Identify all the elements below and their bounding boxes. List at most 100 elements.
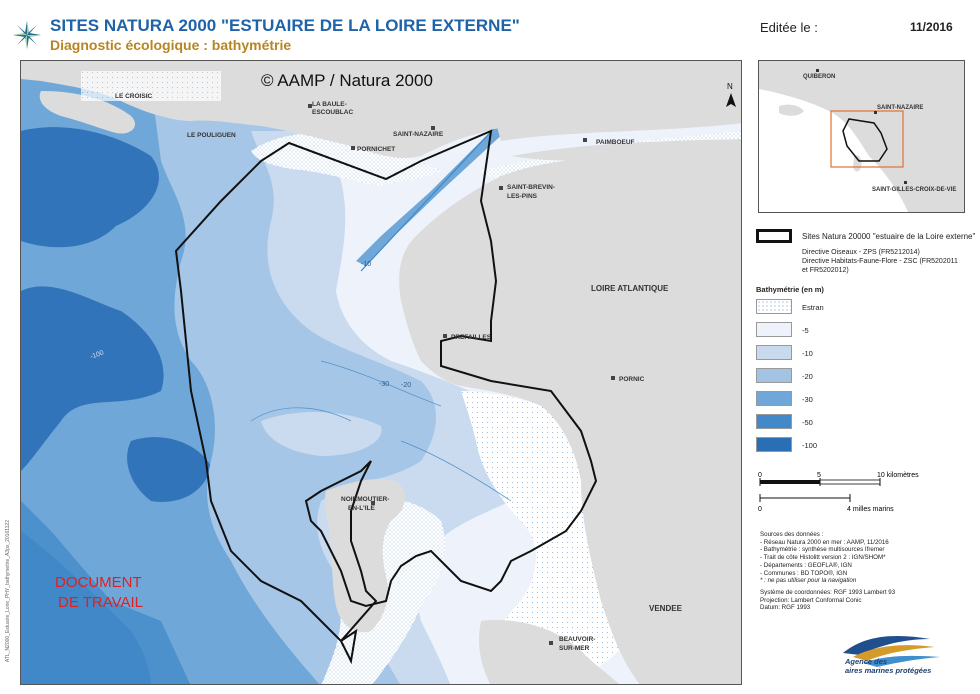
marker-pornic — [611, 376, 615, 380]
bathy-swatch — [756, 437, 792, 452]
navigation-channel — [356, 123, 506, 266]
sources-title: Sources des données : — [760, 531, 824, 538]
sea-100-strip — [51, 343, 121, 375]
label-vendee: VENDEE — [649, 604, 683, 613]
label-pornic: PORNIC — [619, 376, 645, 383]
marker-saint-brevin — [499, 186, 503, 190]
scale-bar: 0 5 10 kilomètres 0 4 milles marins — [756, 470, 966, 520]
compass-rose-icon — [13, 21, 41, 49]
logo-line-1: Agence des — [845, 657, 888, 666]
label-saint-nazaire: SAINT-NAZAIRE — [393, 131, 444, 138]
logo-line-2: aires marines protégées — [845, 666, 932, 675]
bathy-swatch — [756, 391, 792, 406]
label-saint-brevin-1: SAINT-BREVIN- — [507, 184, 555, 191]
aamp-logo — [843, 635, 940, 667]
sources-line: - Départements : GEOFLA®, IGN — [760, 561, 852, 569]
bathy-swatch — [756, 414, 792, 429]
logo-text: Agence des aires marines protégées — [845, 657, 931, 675]
land-estuary-rive-sud — [511, 139, 741, 171]
bathy-label: -50 — [802, 418, 813, 427]
marker-la-baule — [308, 104, 312, 108]
label-pornichet: PORNICHET — [357, 146, 395, 153]
label-beauvoir-2: SUR-MER — [559, 645, 590, 652]
work-stamp-line1: DOCUMENT — [55, 574, 142, 591]
bathy-label: -5 — [802, 326, 809, 335]
legend-natura-label: Sites Natura 20000 "estuaire de la Loire… — [802, 232, 976, 241]
coord-system-line: Datum: RGF 1993 — [760, 604, 811, 612]
bathy-class-row: -30 — [756, 391, 971, 407]
depth-label-20: -20 — [401, 382, 411, 389]
bathy-swatch — [756, 345, 792, 360]
channel-line — [360, 120, 502, 272]
north-arrow-icon: N — [726, 82, 736, 107]
bathy-swatch — [756, 368, 792, 383]
inset-natura-site — [842, 118, 888, 162]
land-south — [399, 156, 741, 684]
sea-100-c — [127, 437, 211, 502]
edited-label: Editée le : — [760, 20, 818, 35]
locator-map: QUIBERON SAINT-NAZAIRE SAINT-GILLES-CROI… — [758, 60, 965, 213]
label-le-croisic: LE CROISIC — [115, 93, 153, 100]
contour-10 — [250, 407, 352, 422]
contour-30 — [400, 440, 512, 502]
inset-extent-box — [830, 110, 904, 168]
map-subtitle: Diagnostic écologique : bathymétrie — [50, 37, 292, 53]
vendee-coast — [479, 620, 619, 684]
sea-100-a — [21, 127, 159, 248]
svg-text:N: N — [727, 82, 733, 91]
label-beauvoir-1: BEAUVOIR- — [559, 636, 595, 643]
bathy-class-row: -20 — [756, 368, 971, 384]
sea-10-b — [261, 411, 382, 456]
edited-date: 11/2016 — [910, 20, 953, 34]
marker-prefailles — [443, 334, 447, 338]
sources-line: - Bathymétrie : synthèse multisources If… — [760, 546, 885, 554]
land-croisic — [39, 91, 136, 134]
header: SITES NATURA 2000 "ESTUAIRE DE LA LOIRE … — [0, 0, 980, 58]
sea-50-south — [21, 531, 151, 684]
label-le-pouliguen: LE POULIGUEN — [187, 132, 236, 139]
sources-line: - Trait de côte Histolitt version 2 : IG… — [760, 554, 886, 562]
work-stamp-line2: DE TRAVAIL — [58, 594, 143, 611]
noirmoutier-island — [324, 479, 406, 633]
sources-line: - Communes : BD TOPO®, IGN — [760, 569, 848, 577]
legend-zsc-1: Directive Habitats-Faune-Flore - ZSC (FR… — [802, 258, 958, 265]
label-la-baule-2: ESCOUBLAC — [312, 109, 353, 116]
marker-beauvoir — [549, 641, 553, 645]
bathy-swatch — [756, 322, 792, 337]
label-prefailles: PREFAILLES — [451, 334, 492, 341]
depth-label-10: -10 — [361, 261, 371, 268]
inset-land — [759, 61, 964, 212]
bathy-label: -20 — [802, 372, 813, 381]
sources-line: * : ne pas utiliser pour la navigation — [760, 577, 857, 585]
bathy-swatch — [756, 299, 792, 314]
natura-site-swatch — [756, 229, 792, 243]
label-noirmoutier-1: NOIRMOUTIER- — [341, 496, 389, 503]
inset-label-saint-nazaire: SAINT-NAZAIRE — [877, 105, 923, 111]
map-canvas: -10 -20 -30 -100 © AAMP / Natura 2000 N … — [21, 61, 741, 684]
marker-saint-nazaire — [431, 126, 435, 130]
main-map[interactable]: -10 -20 -30 -100 © AAMP / Natura 2000 N … — [20, 60, 742, 685]
scale-km-0: 0 — [758, 472, 762, 479]
land-north-estuary — [491, 106, 741, 141]
coord-system-line: Projection: Lambert Conformal Conic — [760, 596, 862, 604]
scale-km: 0 5 10 kilomètres — [758, 472, 919, 486]
bathy-label: Estran — [802, 303, 824, 312]
coord-system-line: Système de coordonnées: RGF 1993 Lambert… — [760, 588, 896, 596]
marker-paimboeuf — [583, 138, 587, 142]
bathy-class-row: -10 — [756, 345, 971, 361]
bathy-label: -30 — [802, 395, 813, 404]
map-title: SITES NATURA 2000 "ESTUAIRE DE LA LOIRE … — [50, 16, 520, 35]
marker-pornichet — [351, 146, 355, 150]
data-sources: Sources des données : - Réseau Natura 20… — [760, 531, 970, 612]
bathy-title: Bathymétrie (en m) — [756, 285, 824, 294]
label-loire-atlantique: LOIRE ATLANTIQUE — [591, 284, 669, 293]
inset-label-quiberon: QUIBERON — [803, 74, 835, 80]
legend-zps: Directive Oiseaux - ZPS (FR5212014) — [802, 249, 920, 256]
label-paimboeuf: PAIMBOEUF — [596, 139, 635, 146]
bathy-class-row: -50 — [756, 414, 971, 430]
marker-noirmoutier — [371, 501, 375, 505]
bathy-class-row: -100 — [756, 437, 971, 453]
scale-nm: 0 4 milles marins — [758, 494, 894, 513]
contour-20 — [320, 360, 442, 407]
copyright-text: © AAMP / Natura 2000 — [261, 71, 433, 90]
